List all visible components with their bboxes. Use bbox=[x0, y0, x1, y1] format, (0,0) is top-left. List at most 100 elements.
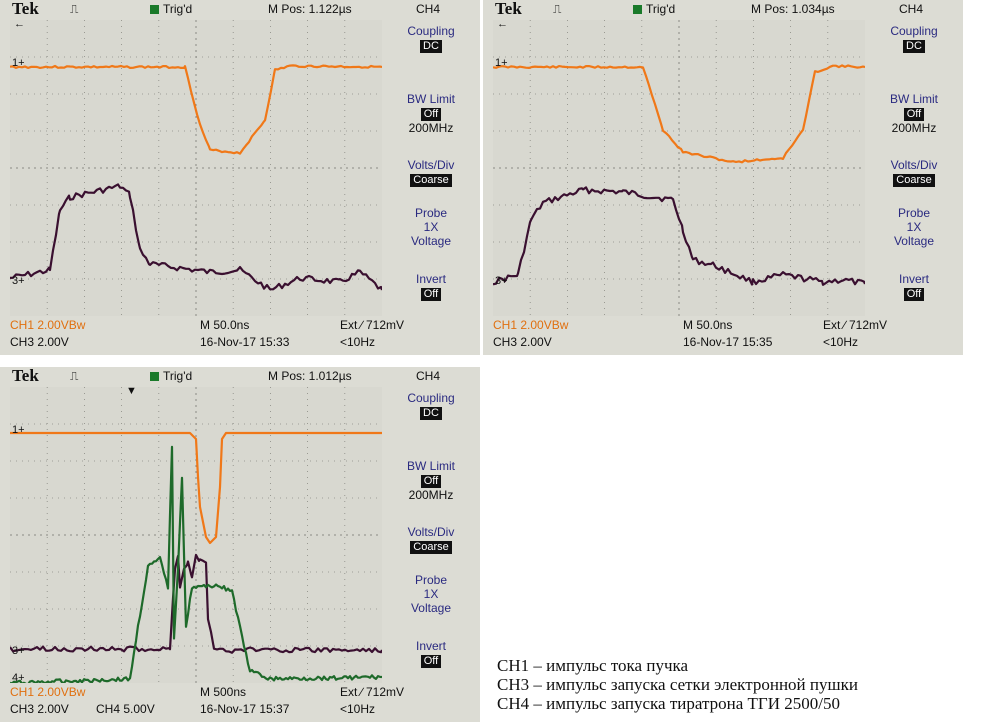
ch4-ground-marker: 4+ bbox=[12, 672, 25, 684]
waveform-traces bbox=[493, 64, 865, 286]
trigger-status-icon bbox=[150, 5, 159, 14]
ch1-trace bbox=[10, 64, 382, 155]
invert-button[interactable]: Invert Off bbox=[387, 272, 475, 301]
ch1-scale: CH1 2.00VBw bbox=[10, 685, 86, 699]
ch1-ground-marker: 1+ bbox=[12, 424, 25, 436]
coupling-button[interactable]: Coupling DC bbox=[387, 24, 475, 53]
channel-menu: Coupling DC BW Limit Off 200MHz Volts/Div Co… bbox=[387, 387, 475, 683]
coupling-button[interactable]: Coupling DC bbox=[387, 391, 475, 420]
bw-limit-frequency: 200MHz bbox=[408, 121, 454, 135]
scope-panel: Tek ⎍ Trig'd M Pos: 1.034µs CH4 1+ 3+ ← … bbox=[483, 0, 963, 355]
trigger-frequency: <10Hz bbox=[823, 335, 859, 349]
probe-label: Probe bbox=[414, 573, 448, 587]
probe-attenuation: 1X bbox=[423, 220, 439, 234]
ch1-ground-marker: 1+ bbox=[495, 57, 508, 69]
ch3-trace bbox=[10, 553, 382, 654]
probe-label: Probe bbox=[414, 206, 448, 220]
trigger-setting: Ext ∕ 712mV bbox=[823, 318, 888, 332]
coupling-value: DC bbox=[420, 40, 442, 53]
ch1-trace bbox=[493, 64, 865, 164]
volts-div-button[interactable]: Volts/Div Coarse bbox=[387, 525, 475, 554]
waveform-traces bbox=[10, 431, 382, 683]
coupling-value: DC bbox=[420, 407, 442, 420]
status-bar: CH1 2.00VBw CH3 2.00V M 50.0ns 16-Nov-17… bbox=[0, 318, 480, 355]
bw-limit-button[interactable]: BW Limit Off 200MHz bbox=[387, 459, 475, 502]
volts-div-value: Coarse bbox=[410, 541, 452, 554]
trigger-status-text: Trig'd bbox=[163, 2, 193, 16]
scope-header: Tek ⎍ Trig'd M Pos: 1.034µs CH4 bbox=[483, 0, 963, 20]
timestamp: 16-Nov-17 15:37 bbox=[200, 702, 290, 716]
trigger-status-text: Trig'd bbox=[163, 369, 193, 383]
horizontal-position: M Pos: 1.034µs bbox=[751, 2, 835, 16]
volts-div-button[interactable]: Volts/Div Coarse bbox=[387, 158, 475, 187]
ch3-trace bbox=[10, 183, 382, 291]
bw-limit-label: BW Limit bbox=[890, 92, 938, 106]
trigger-frequency: <10Hz bbox=[340, 702, 376, 716]
probe-button[interactable]: Probe 1X Voltage bbox=[870, 206, 958, 248]
probe-label: Probe bbox=[897, 206, 931, 220]
trigger-status: Trig'd bbox=[150, 2, 192, 16]
bw-limit-label: BW Limit bbox=[407, 459, 455, 473]
timebase: M 500ns bbox=[200, 685, 247, 699]
ch3-scale: CH3 2.00V bbox=[493, 335, 552, 349]
menu-channel-title: CH4 bbox=[899, 2, 924, 16]
scope-header: Tek ⎍ Trig'd M Pos: 1.122µs CH4 bbox=[0, 0, 480, 20]
waveform-display bbox=[10, 20, 382, 316]
scope-panel: Tek ⎍ Trig'd M Pos: 1.012µs CH4 1+ 3+ 4+… bbox=[0, 366, 480, 722]
scope-panel: Tek ⎍ Trig'd M Pos: 1.122µs CH4 1+ 3+ ← … bbox=[0, 0, 480, 355]
invert-label: Invert bbox=[415, 272, 446, 286]
brand-label: Tek bbox=[495, 0, 522, 18]
brand-label: Tek bbox=[12, 366, 39, 385]
coupling-label: Coupling bbox=[407, 391, 455, 405]
probe-type: Voltage bbox=[893, 234, 935, 248]
menu-channel-title: CH4 bbox=[416, 369, 441, 383]
ch1-scale: CH1 2.00VBw bbox=[10, 318, 86, 332]
status-bar: CH1 2.00VBw CH3 2.00V CH4 5.00V M 500ns … bbox=[0, 685, 480, 722]
trigger-status-icon bbox=[150, 372, 159, 381]
bw-limit-value: Off bbox=[420, 475, 442, 488]
channel-menu: Coupling DC BW Limit Off 200MHz Volts/Div Co… bbox=[387, 20, 475, 316]
probe-button[interactable]: Probe 1X Voltage bbox=[387, 573, 475, 615]
bw-limit-frequency: 200MHz bbox=[408, 488, 454, 502]
trigger-status: Trig'd bbox=[150, 369, 192, 383]
bw-limit-label: BW Limit bbox=[407, 92, 455, 106]
trigger-edge-icon: ⎍ bbox=[553, 2, 562, 16]
legend-ch1: CH1 – импульс тока пучка bbox=[497, 656, 689, 675]
bw-limit-button[interactable]: BW Limit Off 200MHz bbox=[387, 92, 475, 135]
invert-button[interactable]: Invert Off bbox=[387, 639, 475, 668]
invert-value: Off bbox=[420, 288, 442, 301]
volts-div-value: Coarse bbox=[893, 174, 935, 187]
timebase: M 50.0ns bbox=[683, 318, 733, 332]
ch4-scale: CH4 5.00V bbox=[96, 702, 155, 716]
legend-ch3: CH3 – импульс запуска сетки электронной … bbox=[497, 675, 858, 694]
channel-legend: CH1 – импульс тока пучка CH3 – импульс з… bbox=[497, 656, 858, 713]
coupling-label: Coupling bbox=[407, 24, 455, 38]
probe-button[interactable]: Probe 1X Voltage bbox=[387, 206, 475, 248]
coupling-label: Coupling bbox=[890, 24, 938, 38]
ch1-scale: CH1 2.00VBw bbox=[493, 318, 569, 332]
invert-value: Off bbox=[903, 288, 925, 301]
ch3-scale: CH3 2.00V bbox=[10, 335, 69, 349]
volts-div-label: Volts/Div bbox=[890, 158, 938, 172]
status-bar: CH1 2.00VBw CH3 2.00V M 50.0ns 16-Nov-17… bbox=[483, 318, 963, 355]
channel-menu: Coupling DC BW Limit Off 200MHz Volts/Div Co… bbox=[870, 20, 958, 316]
brand-label: Tek bbox=[12, 0, 39, 18]
ch3-ground-marker: 3+ bbox=[12, 645, 25, 657]
bw-limit-value: Off bbox=[420, 108, 442, 121]
invert-button[interactable]: Invert Off bbox=[870, 272, 958, 301]
trigger-position-marker: ← bbox=[497, 18, 508, 30]
horizontal-position: M Pos: 1.012µs bbox=[268, 369, 352, 383]
invert-label: Invert bbox=[898, 272, 929, 286]
coupling-button[interactable]: Coupling DC bbox=[870, 24, 958, 53]
ch3-ground-marker: 3+ bbox=[12, 275, 25, 287]
timestamp: 16-Nov-17 15:35 bbox=[683, 335, 773, 349]
trigger-status: Trig'd bbox=[633, 2, 675, 16]
trigger-edge-icon: ⎍ bbox=[70, 2, 79, 16]
trigger-position-marker: ← bbox=[14, 18, 25, 30]
ch1-ground-marker: 1+ bbox=[12, 57, 25, 69]
waveform-display bbox=[10, 387, 382, 683]
probe-attenuation: 1X bbox=[906, 220, 922, 234]
bw-limit-button[interactable]: BW Limit Off 200MHz bbox=[870, 92, 958, 135]
volts-div-button[interactable]: Volts/Div Coarse bbox=[870, 158, 958, 187]
trigger-setting: Ext ∕ 712mV bbox=[340, 685, 405, 699]
